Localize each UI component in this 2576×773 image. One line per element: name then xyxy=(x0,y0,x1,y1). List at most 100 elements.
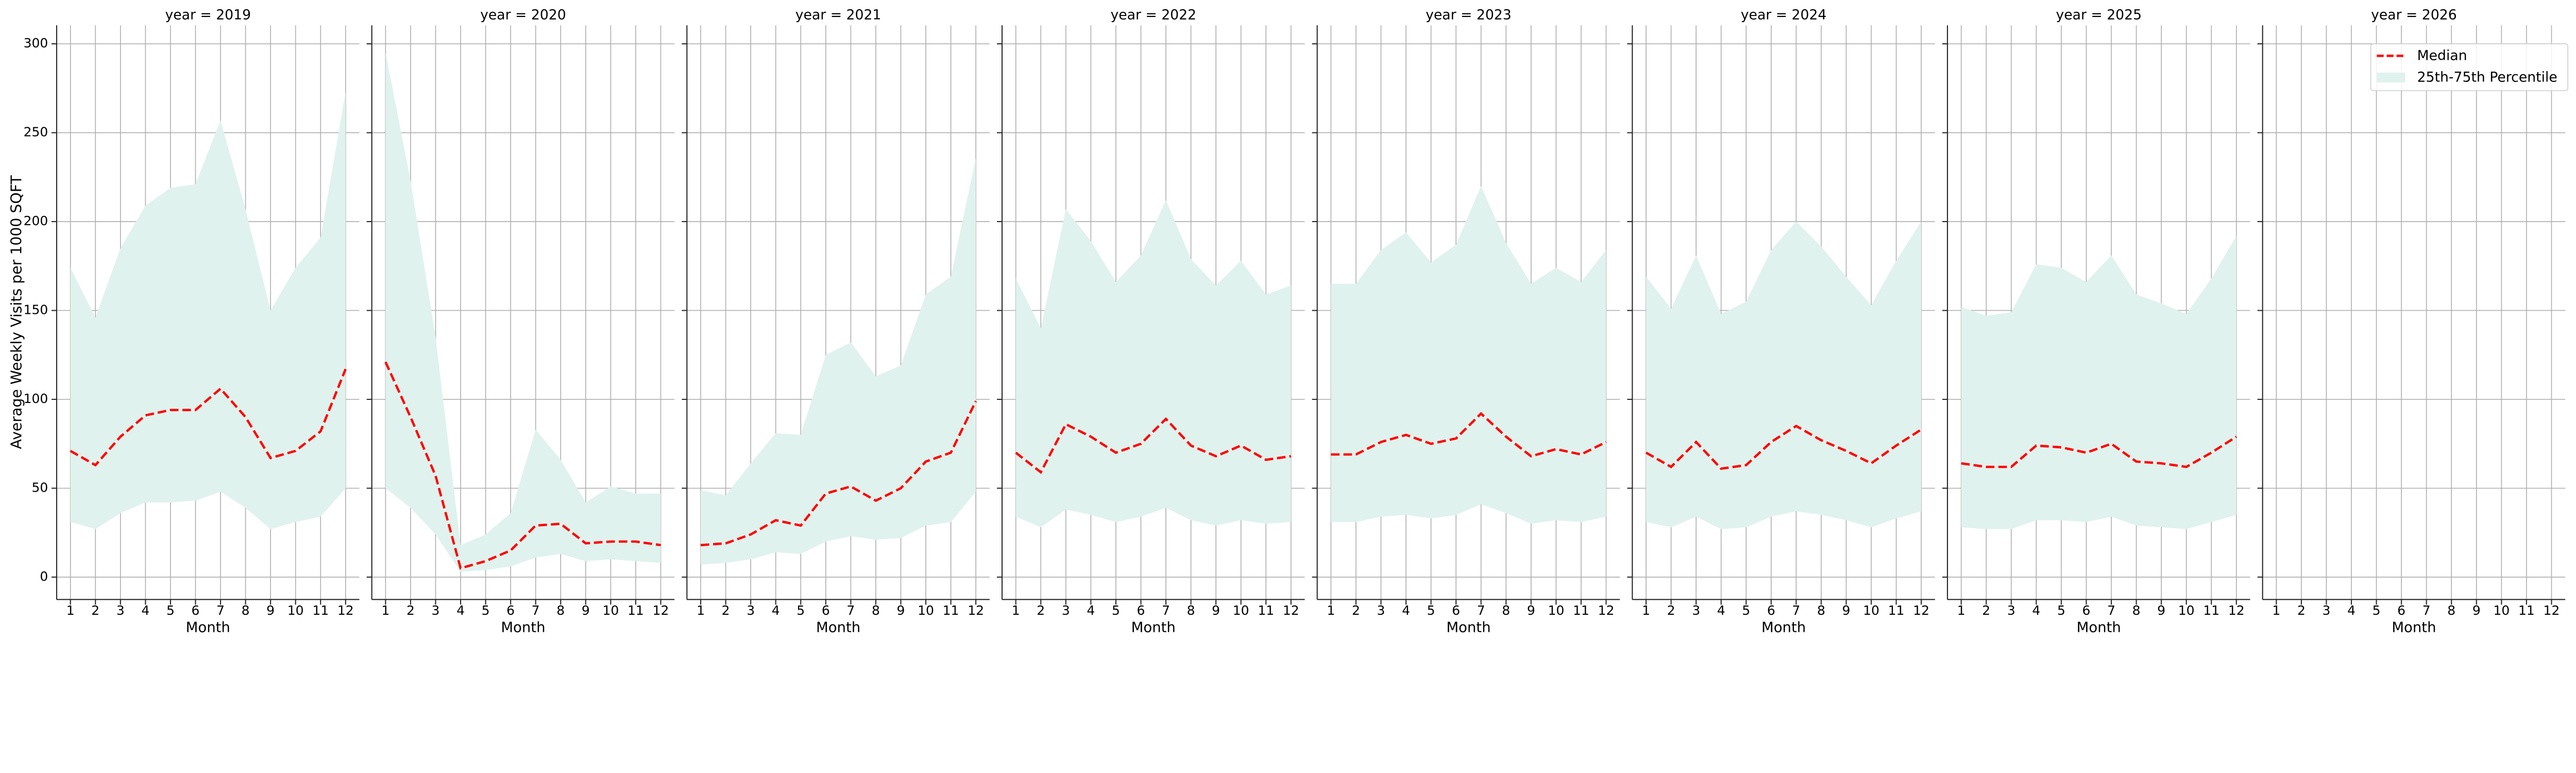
x-tick-label: 3 xyxy=(747,603,755,618)
facet-title: year = 2019 xyxy=(165,7,251,23)
x-tick-label: 7 xyxy=(1162,603,1170,618)
x-tick-label: 12 xyxy=(1598,603,1615,618)
x-axis-label: Month xyxy=(816,619,860,635)
y-tick-label: 300 xyxy=(24,36,48,51)
x-tick-label: 3 xyxy=(1062,603,1070,618)
median-line xyxy=(1015,417,1292,474)
y-tick-label: 100 xyxy=(24,391,48,406)
x-tick-label: 1 xyxy=(66,603,75,618)
median-line xyxy=(384,361,661,570)
x-tick-label: 8 xyxy=(2447,603,2455,618)
x-tick-label: 12 xyxy=(2544,603,2560,618)
x-tick-label: 12 xyxy=(337,603,354,618)
x-tick-label: 4 xyxy=(2347,603,2355,618)
y-tick-label: 250 xyxy=(24,125,48,140)
x-tick-label: 4 xyxy=(456,603,465,618)
x-tick-label: 1 xyxy=(1957,603,1965,618)
x-tick-label: 3 xyxy=(432,603,440,618)
percentile-band xyxy=(70,92,346,529)
x-tick-label: 10 xyxy=(1548,603,1564,618)
x-tick-label: 12 xyxy=(1913,603,1929,618)
x-tick-label: 2 xyxy=(2297,603,2306,618)
x-tick-label: 9 xyxy=(2472,603,2481,618)
x-tick-label: 4 xyxy=(1402,603,1410,618)
x-axis-label: Month xyxy=(186,619,230,635)
x-axis-label: Month xyxy=(1446,619,1490,635)
x-tick-label: 11 xyxy=(628,603,644,618)
x-tick-label: 5 xyxy=(2057,603,2065,618)
x-tick-label: 8 xyxy=(1817,603,1825,618)
y-axis-label: Average Weekly Visits per 1000 SQFT xyxy=(8,175,25,449)
x-tick-label: 3 xyxy=(1692,603,1700,618)
facet-title: year = 2023 xyxy=(1426,7,1512,23)
x-tick-label: 4 xyxy=(2032,603,2040,618)
x-tick-label: 2 xyxy=(406,603,415,618)
x-tick-label: 5 xyxy=(796,603,805,618)
x-tick-label: 11 xyxy=(312,603,329,618)
x-axis-label: Month xyxy=(501,619,545,635)
x-tick-label: 10 xyxy=(287,603,304,618)
x-axis-label: Month xyxy=(2077,619,2121,635)
x-tick-label: 8 xyxy=(872,603,880,618)
x-tick-label: 1 xyxy=(1642,603,1650,618)
x-tick-label: 1 xyxy=(1012,603,1020,618)
x-tick-label: 7 xyxy=(846,603,855,618)
facet-title: year = 2022 xyxy=(1110,7,1196,23)
x-tick-label: 1 xyxy=(381,603,389,618)
median-line xyxy=(70,368,347,467)
facet-title: year = 2025 xyxy=(2056,7,2142,23)
median-line xyxy=(1331,412,1607,458)
x-axis-label: Month xyxy=(1761,619,1806,635)
x-tick-label: 6 xyxy=(192,603,200,618)
x-tick-label: 4 xyxy=(141,603,149,618)
x-tick-label: 9 xyxy=(582,603,590,618)
x-tick-label: 4 xyxy=(1717,603,1725,618)
x-tick-label: 6 xyxy=(1137,603,1145,618)
x-tick-label: 10 xyxy=(918,603,934,618)
x-tick-label: 5 xyxy=(482,603,490,618)
x-tick-label: 7 xyxy=(1477,603,1485,618)
x-tick-label: 1 xyxy=(1327,603,1335,618)
x-tick-label: 7 xyxy=(532,603,540,618)
x-tick-label: 2 xyxy=(1352,603,1360,618)
x-tick-label: 12 xyxy=(1283,603,1299,618)
x-tick-label: 12 xyxy=(968,603,984,618)
y-tick-label: 150 xyxy=(24,302,48,317)
facet-title: year = 2020 xyxy=(480,7,566,23)
y-tick-label: 50 xyxy=(32,480,48,495)
x-tick-label: 11 xyxy=(2203,603,2219,618)
percentile-band xyxy=(385,53,661,572)
legend-band-label: 25th-75th Percentile xyxy=(2417,69,2557,85)
x-axis-label: Month xyxy=(1131,619,1176,635)
x-tick-label: 1 xyxy=(2272,603,2280,618)
x-tick-label: 7 xyxy=(216,603,225,618)
x-tick-label: 11 xyxy=(1573,603,1589,618)
x-tick-label: 5 xyxy=(1742,603,1750,618)
x-tick-label: 3 xyxy=(116,603,125,618)
x-tick-label: 6 xyxy=(822,603,830,618)
x-tick-label: 9 xyxy=(1527,603,1535,618)
x-tick-label: 4 xyxy=(772,603,780,618)
x-tick-label: 6 xyxy=(1452,603,1460,618)
x-tick-label: 7 xyxy=(2107,603,2115,618)
x-tick-label: 3 xyxy=(1377,603,1385,618)
x-tick-label: 8 xyxy=(242,603,250,618)
median-line xyxy=(1645,424,1922,470)
x-tick-label: 5 xyxy=(166,603,175,618)
facet-title: year = 2021 xyxy=(795,7,882,23)
x-tick-label: 7 xyxy=(1792,603,1800,618)
x-tick-label: 11 xyxy=(1258,603,1274,618)
x-tick-label: 8 xyxy=(1187,603,1195,618)
legend-median-label: Median xyxy=(2417,48,2467,64)
percentile-band xyxy=(1331,186,1606,524)
x-tick-label: 8 xyxy=(556,603,565,618)
x-tick-label: 6 xyxy=(2397,603,2405,618)
x-tick-label: 11 xyxy=(1888,603,1905,618)
